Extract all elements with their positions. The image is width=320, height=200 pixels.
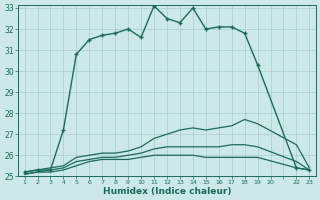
X-axis label: Humidex (Indice chaleur): Humidex (Indice chaleur) [103,187,231,196]
